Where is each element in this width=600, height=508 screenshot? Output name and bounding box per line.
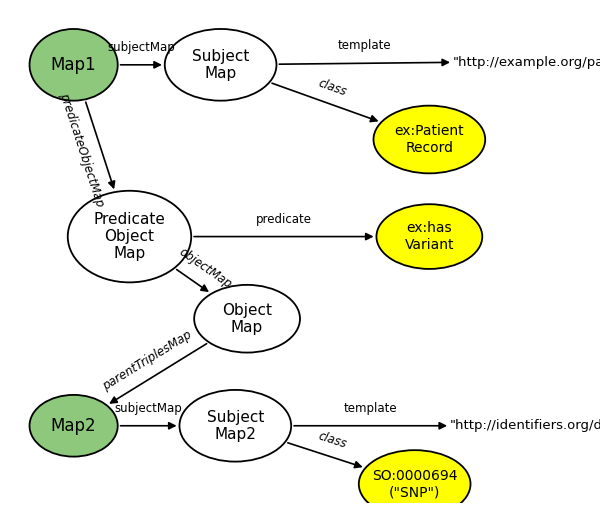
Ellipse shape (68, 191, 191, 282)
Text: "http://example.org/patient/{id}": "http://example.org/patient/{id}" (453, 56, 600, 69)
Ellipse shape (373, 106, 485, 173)
Text: class: class (317, 77, 349, 99)
Text: Predicate
Object
Map: Predicate Object Map (94, 212, 166, 262)
Text: Subject
Map2: Subject Map2 (206, 409, 264, 442)
Ellipse shape (359, 450, 470, 508)
Ellipse shape (179, 390, 291, 462)
Ellipse shape (165, 29, 277, 101)
Text: subjectMap: subjectMap (107, 41, 175, 54)
Text: Subject
Map: Subject Map (192, 49, 250, 81)
Text: ex:has
Variant: ex:has Variant (404, 221, 454, 251)
Text: Map2: Map2 (51, 417, 97, 435)
Text: predicate: predicate (256, 213, 312, 226)
Text: template: template (338, 39, 391, 52)
Ellipse shape (194, 285, 300, 353)
Text: objectMap: objectMap (176, 246, 233, 292)
Text: template: template (344, 402, 397, 415)
Text: parentTriplesMap: parentTriplesMap (100, 329, 194, 393)
Text: predicateObjectMap: predicateObjectMap (57, 91, 106, 209)
Text: "http://identifiers.org/dbsnp/{snp}": "http://identifiers.org/dbsnp/{snp}" (450, 419, 600, 432)
Text: ex:Patient
Record: ex:Patient Record (395, 124, 464, 154)
Text: class: class (316, 429, 348, 451)
Text: subjectMap: subjectMap (115, 402, 182, 415)
Text: Map1: Map1 (51, 56, 97, 74)
Ellipse shape (29, 395, 118, 457)
Ellipse shape (29, 29, 118, 101)
Text: Object
Map: Object Map (222, 303, 272, 335)
Text: SO:0000694
("SNP"): SO:0000694 ("SNP") (372, 469, 457, 499)
Ellipse shape (376, 204, 482, 269)
